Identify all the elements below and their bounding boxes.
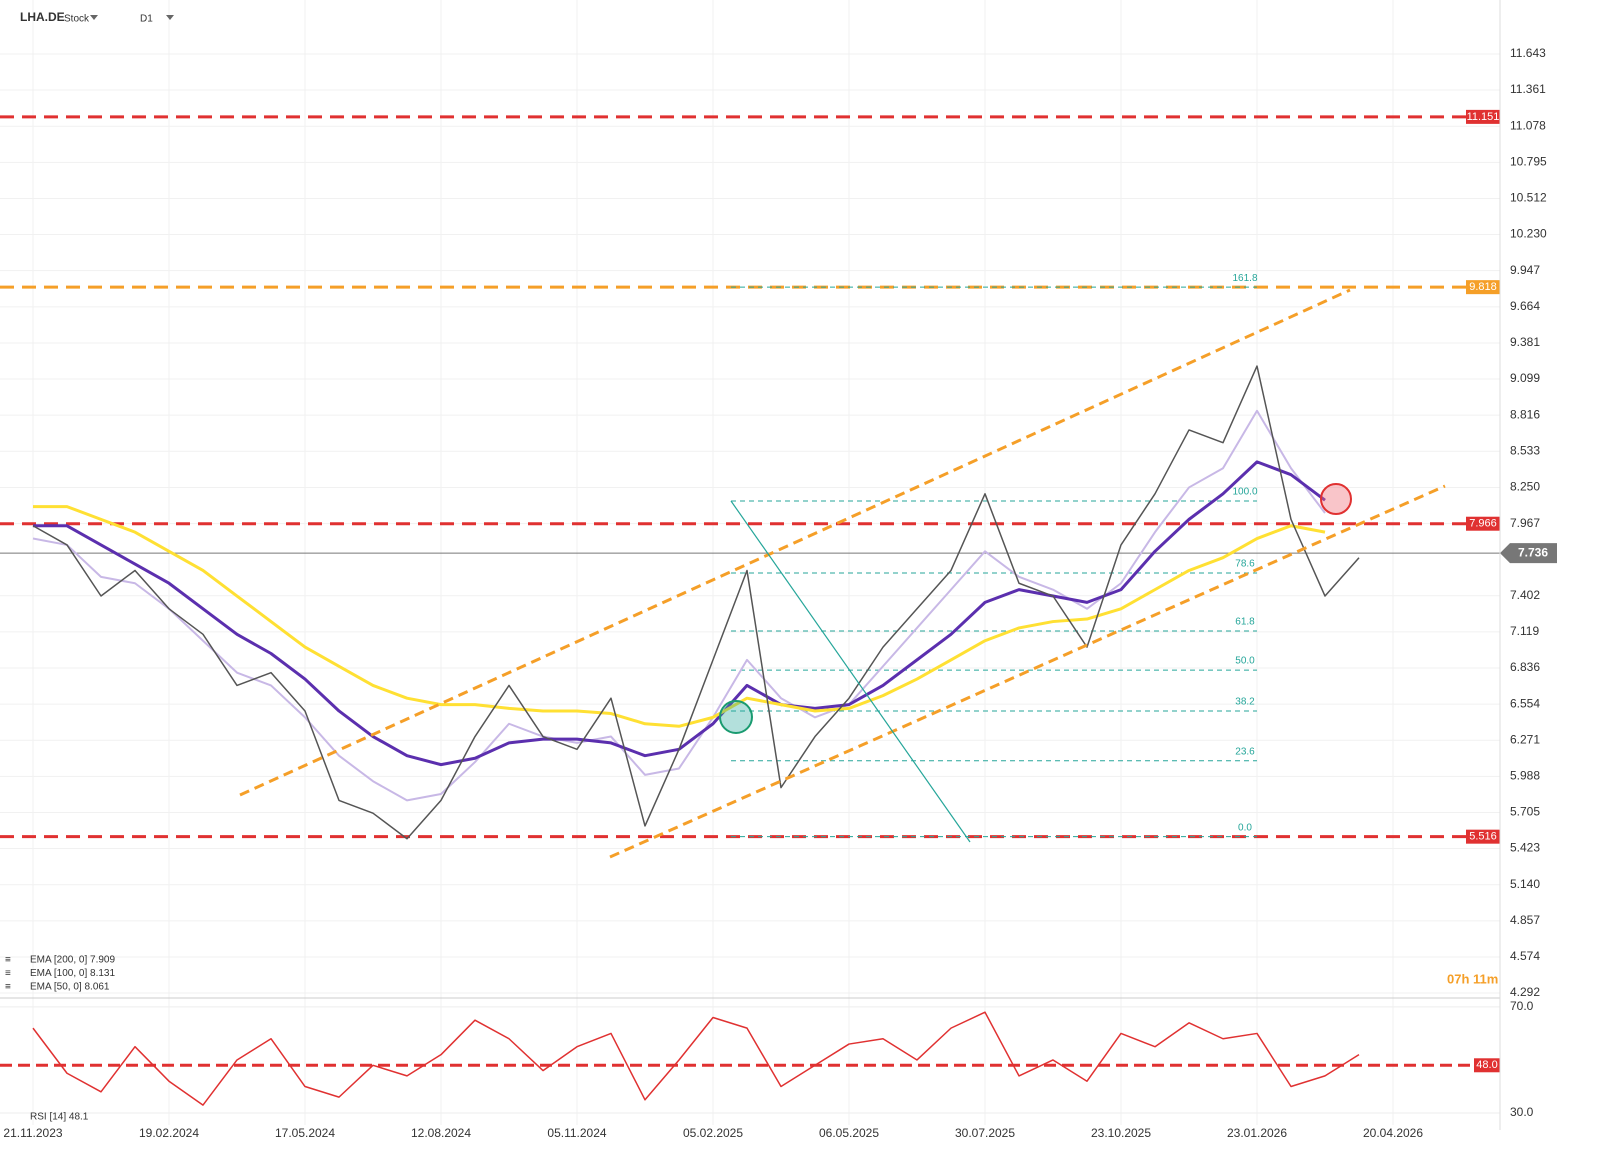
price-tag-label: 7.966	[1469, 518, 1497, 530]
countdown: 07h 11m	[1447, 971, 1498, 986]
fib-label: 50.0	[1235, 656, 1255, 667]
x-tick-label: 23.10.2025	[1091, 1126, 1151, 1140]
kind: Stock	[64, 14, 90, 25]
y-tick-label: 7.119	[1510, 624, 1539, 638]
legend-entry: EMA [100, 0] 8.131	[30, 968, 115, 979]
price-tag	[1466, 280, 1500, 295]
fib-label: 61.8	[1235, 617, 1255, 628]
fib-label: 78.6	[1235, 559, 1255, 570]
y-tick-label: 7.967	[1510, 516, 1540, 530]
dropdown-arrow[interactable]	[166, 15, 174, 20]
y-tick-label: 8.250	[1510, 480, 1540, 494]
rsi-legend: RSI [14] 48.1	[30, 1112, 89, 1123]
y-tick-label: 5.988	[1510, 769, 1540, 783]
y-tick-label: 8.533	[1510, 443, 1540, 457]
y-tick-label: 8.816	[1510, 407, 1540, 421]
fib-label: 0.0	[1238, 822, 1252, 833]
x-tick-label: 21.11.2023	[3, 1126, 62, 1140]
timeframe[interactable]: D1	[140, 14, 153, 25]
x-tick-label: 20.04.2026	[1363, 1126, 1423, 1140]
y-tick-label: 6.271	[1510, 732, 1540, 746]
trend-line	[609, 484, 1446, 859]
y-tick-label: 11.078	[1510, 118, 1546, 132]
y-tick-label: 11.361	[1510, 82, 1546, 96]
x-tick-label: 12.08.2024	[411, 1126, 471, 1140]
annotations	[239, 288, 1446, 859]
rsi-tick-label: 30.0	[1510, 1105, 1534, 1119]
x-tick-label: 05.02.2025	[683, 1126, 743, 1140]
fib-anchor	[730, 500, 971, 843]
legend-icon: ≡	[5, 968, 11, 979]
x-tick-label: 17.05.2024	[275, 1126, 335, 1140]
y-tick-label: 9.099	[1510, 371, 1540, 385]
fib-label: 23.6	[1235, 746, 1255, 757]
plot	[0, 109, 1557, 1106]
x-tick-label: 23.01.2026	[1227, 1126, 1287, 1140]
price-tag	[1466, 109, 1500, 124]
legend-icon: ≡	[5, 955, 11, 966]
x-tick-label: 05.11.2024	[547, 1126, 606, 1140]
y-tick-label: 4.574	[1510, 949, 1540, 963]
y-tick-label: 9.664	[1510, 299, 1540, 313]
y-tick-label: 10.512	[1510, 191, 1547, 205]
legend-entry: EMA [200, 0] 7.909	[30, 955, 115, 966]
y-tick-label: 6.836	[1510, 660, 1540, 674]
y-tick-label: 5.140	[1510, 877, 1540, 891]
legend-icon: ≡	[5, 982, 11, 993]
last-price-label: 7.736	[1518, 545, 1548, 559]
x-tick-label: 19.02.2024	[139, 1126, 199, 1140]
fib-label: 38.2	[1235, 697, 1255, 708]
dropdown-arrow[interactable]	[90, 15, 98, 20]
price-line	[32, 365, 1360, 840]
price-tag	[1466, 829, 1500, 844]
y-tick-label: 6.554	[1510, 696, 1540, 710]
x-tick-label: 06.05.2025	[819, 1126, 879, 1140]
price-tag-label: 9.818	[1469, 281, 1497, 293]
fib-label: 100.0	[1232, 487, 1257, 498]
trend-line	[239, 288, 1351, 797]
y-tick-label: 9.381	[1510, 335, 1540, 349]
y-tick-label: 4.292	[1510, 985, 1540, 999]
y-tick-label: 10.795	[1510, 155, 1547, 169]
rsi-tick-label: 70.0	[1510, 999, 1534, 1013]
price-tag	[1500, 543, 1557, 564]
legend-entry: EMA [50, 0] 8.061	[30, 982, 110, 993]
y-tick-label: 11.643	[1510, 46, 1546, 60]
signal-circle	[1320, 483, 1352, 515]
signal-circle	[719, 700, 753, 734]
fib-label: 161.8	[1232, 273, 1257, 284]
y-tick-label: 4.857	[1510, 913, 1540, 927]
y-tick-label: 5.705	[1510, 805, 1540, 819]
symbol[interactable]: LHA.DE	[20, 10, 65, 24]
y-tick-label: 9.947	[1510, 263, 1540, 277]
ema-line	[32, 409, 1326, 802]
y-tick-label: 5.423	[1510, 841, 1540, 855]
ema-line	[33, 505, 1326, 728]
y-tick-label: 10.230	[1510, 227, 1547, 241]
y-tick-label: 7.402	[1510, 588, 1540, 602]
rsi-line	[32, 1011, 1360, 1106]
price-tag-label: 11.151	[1467, 111, 1500, 123]
price-tag	[1474, 1058, 1500, 1073]
rsi-level-label: 48.0	[1476, 1059, 1497, 1071]
price-tag	[1466, 516, 1500, 531]
x-tick-label: 30.07.2025	[955, 1126, 1015, 1140]
price-tag-label: 5.516	[1469, 831, 1497, 843]
